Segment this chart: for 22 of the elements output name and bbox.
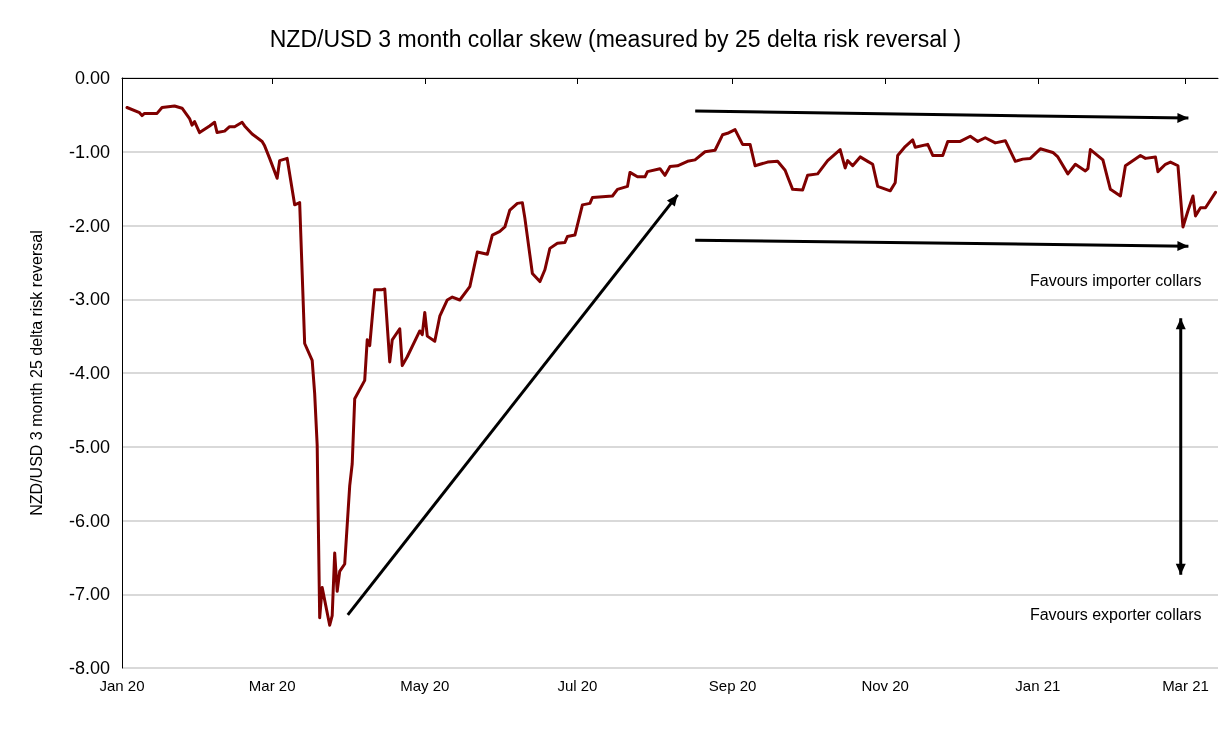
line-series [125,104,1217,627]
y-tick-label: -6.00 [68,510,110,531]
x-tick-label: Sep 20 [708,677,757,694]
x-tick-label: Jul 20 [557,677,598,694]
annotation: Favours exporter collars [1029,605,1202,623]
y-tick-label: -4.00 [68,363,110,383]
y-tick-label: 0.00 [74,68,110,88]
x-tick-label: May 20 [400,677,450,694]
y-tick-label: -3.00 [68,289,110,310]
x-tick-label: Jan 20 [99,677,145,694]
y-axis-title: NZD/USD 3 month 25 delta risk reversal [27,230,45,516]
y-tick-label: -5.00 [68,436,110,457]
y-tick-label: -2.00 [68,215,110,236]
chart-title: NZD/USD 3 month collar skew (measured by 25 delta risk reversal ) [269,25,962,52]
x-tick-label: Jan 21 [1015,677,1061,694]
y-tick-label: -1.00 [68,141,110,162]
x-tick-label: Mar 21 [1162,677,1209,694]
x-tick-label: Nov 20 [861,677,909,694]
x-tick-label: Mar 20 [248,677,296,694]
annotation: Favours importer collars [1029,272,1202,290]
y-tick-label: -8.00 [68,658,110,678]
y-tick-label: -7.00 [68,584,110,605]
